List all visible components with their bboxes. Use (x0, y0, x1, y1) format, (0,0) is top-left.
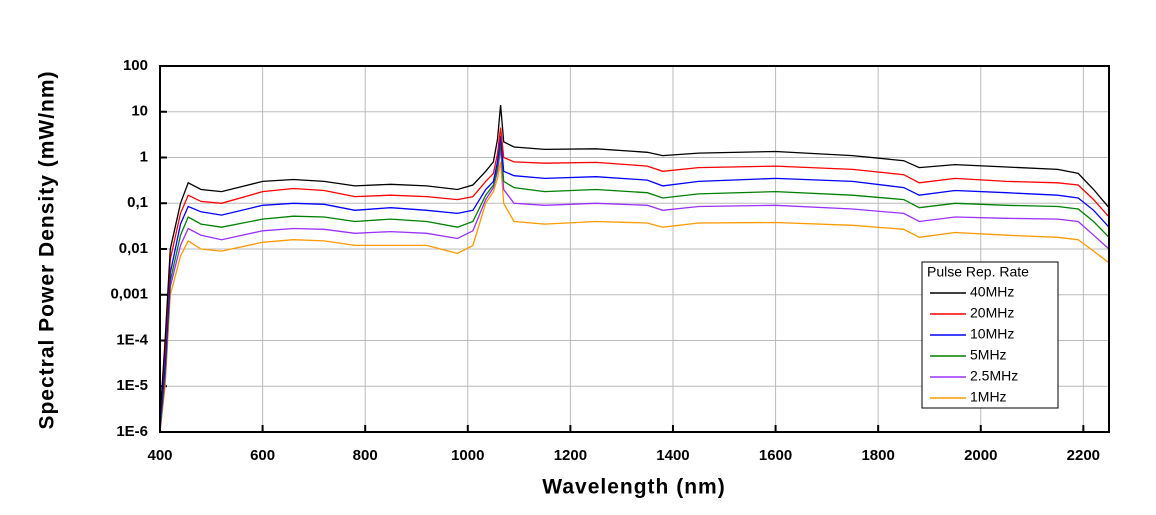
legend-label: 5MHz (970, 347, 1007, 363)
legend-label: 2.5MHz (970, 368, 1018, 384)
x-tick-label: 1200 (554, 447, 587, 464)
y-tick-label: 1E-5 (116, 377, 148, 394)
legend-label: 20MHz (970, 305, 1014, 321)
series-line (159, 105, 1110, 419)
x-tick-label: 400 (147, 447, 172, 464)
x-tick-label: 1400 (656, 447, 689, 464)
x-tick-label: 800 (353, 447, 378, 464)
x-tick-label: 600 (250, 447, 275, 464)
y-tick-label: 0,1 (127, 194, 148, 211)
y-tick-label: 1E-4 (116, 331, 148, 348)
y-tick-label: 0,001 (110, 286, 148, 303)
legend: Pulse Rep. Rate 40MHz 20MHz 10MHz 5MHz 2.5MHz… (921, 261, 1059, 409)
x-tick-label: 1800 (861, 447, 894, 464)
series-line (159, 161, 1110, 433)
legend-label: 40MHz (970, 284, 1014, 300)
legend-title: Pulse Rep. Rate (927, 264, 1029, 280)
x-tick-label: 1000 (451, 447, 484, 464)
x-axis-label: Wavelength (nm) (542, 476, 725, 499)
y-axis-label: Spectral Power Density (mW/nm) (36, 70, 59, 429)
x-tick-label: 2000 (964, 447, 997, 464)
series-line (159, 127, 1110, 419)
plot-frame (159, 65, 1110, 433)
series-line (159, 135, 1110, 424)
series-line (159, 141, 1110, 429)
y-tick-label: 0,01 (119, 240, 148, 257)
y-tick-label: 1E-6 (116, 423, 148, 440)
legend-label: 10MHz (970, 326, 1014, 342)
y-tick-label: 10 (131, 103, 148, 120)
x-tick-label: 2200 (1067, 447, 1100, 464)
y-tick-label: 100 (123, 57, 148, 74)
x-tick-label: 1600 (759, 447, 792, 464)
legend-label: 1MHz (970, 389, 1007, 405)
y-tick-label: 1 (140, 148, 148, 165)
